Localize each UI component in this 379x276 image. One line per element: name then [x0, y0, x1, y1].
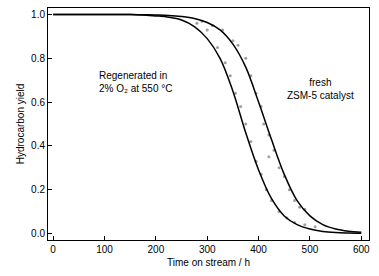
svg-text:200: 200: [148, 244, 165, 255]
svg-text:500: 500: [302, 244, 319, 255]
svg-text:600: 600: [353, 244, 370, 255]
svg-text:0.0: 0.0: [31, 228, 45, 239]
svg-text:Hydrocarbon yield: Hydrocarbon yield: [15, 84, 26, 165]
svg-text:1.0: 1.0: [31, 9, 45, 20]
svg-text:0: 0: [50, 244, 56, 255]
svg-text:Regenerated in2% O₂ at 550 °C: Regenerated in2% O₂ at 550 °C: [99, 70, 172, 94]
svg-text:400: 400: [250, 244, 267, 255]
svg-text:freshZSM-5 catalyst: freshZSM-5 catalyst: [287, 77, 354, 101]
svg-text:300: 300: [199, 244, 216, 255]
svg-text:100: 100: [96, 244, 113, 255]
svg-text:0.8: 0.8: [31, 53, 45, 64]
svg-text:0.2: 0.2: [31, 184, 45, 195]
svg-text:0.6: 0.6: [31, 97, 45, 108]
svg-text:Time on stream / h: Time on stream / h: [167, 257, 250, 268]
svg-text:0.4: 0.4: [31, 140, 45, 151]
